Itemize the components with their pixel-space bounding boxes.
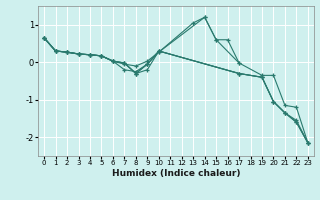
X-axis label: Humidex (Indice chaleur): Humidex (Indice chaleur) xyxy=(112,169,240,178)
